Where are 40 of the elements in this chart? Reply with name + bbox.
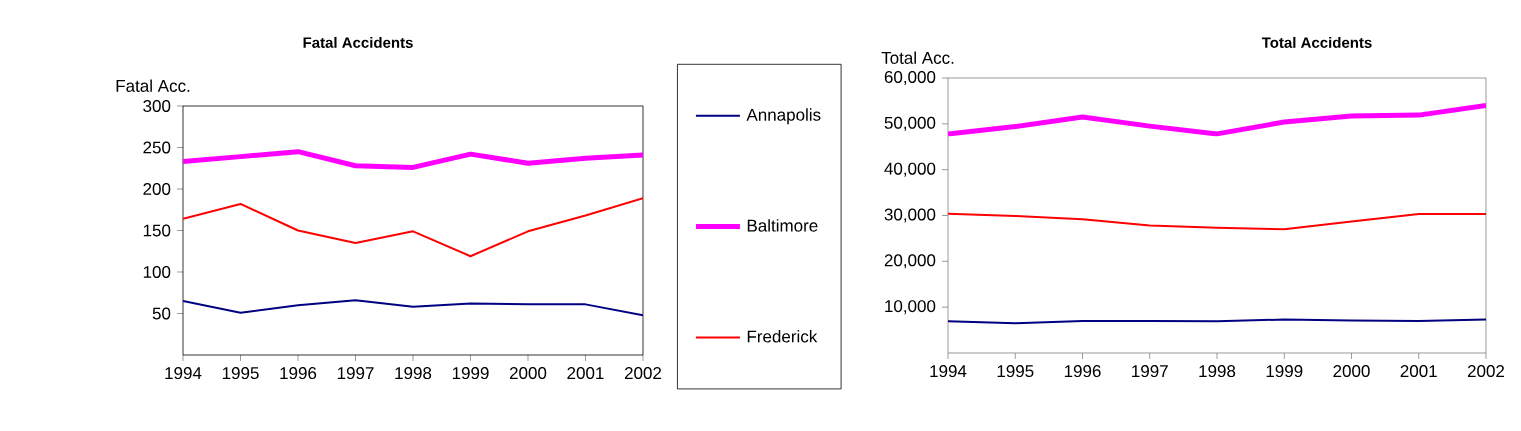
legend-label: Annapolis — [746, 108, 821, 125]
y-tick-label: 50,000 — [884, 116, 936, 131]
y-tick-label: 30,000 — [884, 208, 936, 223]
y-tick-label: 50 — [152, 307, 171, 320]
x-tick-label: 2000 — [509, 367, 547, 380]
chart-title: Total Accidents — [1261, 36, 1372, 48]
x-tick-label: 2000 — [1333, 365, 1370, 378]
y-tick-label: 40,000 — [884, 162, 936, 177]
y-tick-label: 250 — [143, 141, 171, 154]
y-tick-label: 100 — [143, 265, 171, 278]
x-tick-label: 1999 — [452, 367, 489, 380]
line-series — [948, 212, 1486, 231]
x-tick-label: 1999 — [1266, 365, 1303, 378]
y-axis-title: Total Acc. — [881, 51, 954, 64]
x-tick-label: 1998 — [395, 367, 432, 380]
y-tick-label: 20,000 — [884, 254, 936, 269]
x-tick-label: 2001 — [1400, 365, 1437, 378]
y-axis-title: Fatal Acc. — [116, 79, 190, 92]
x-tick-label: 1996 — [280, 367, 317, 380]
line-series — [183, 299, 643, 317]
x-tick-label: 1997 — [1132, 365, 1168, 378]
chart-title: Fatal Accidents — [303, 36, 413, 48]
x-tick-label: 2001 — [567, 367, 604, 380]
y-tick-label: 150 — [143, 224, 171, 237]
x-tick-label: 1995 — [222, 367, 259, 380]
y-tick-label: 60,000 — [884, 70, 936, 86]
y-tick-label: 200 — [143, 182, 171, 195]
x-tick-label: 1994 — [930, 365, 967, 378]
legend-label: Frederick — [747, 330, 818, 343]
y-tick-label: 10,000 — [885, 300, 936, 315]
x-tick-label: 2002 — [624, 367, 662, 380]
x-tick-label: 1997 — [337, 367, 374, 380]
x-tick-label: 2002 — [1467, 365, 1505, 378]
x-tick-label: 1995 — [997, 365, 1034, 378]
x-tick-label: 1994 — [165, 367, 202, 380]
x-tick-label: 1998 — [1199, 365, 1236, 378]
x-tick-label: 1996 — [1064, 365, 1101, 378]
legend-label: Baltimore — [747, 219, 818, 232]
line-series — [183, 197, 643, 258]
y-tick-label: 300 — [143, 99, 171, 112]
